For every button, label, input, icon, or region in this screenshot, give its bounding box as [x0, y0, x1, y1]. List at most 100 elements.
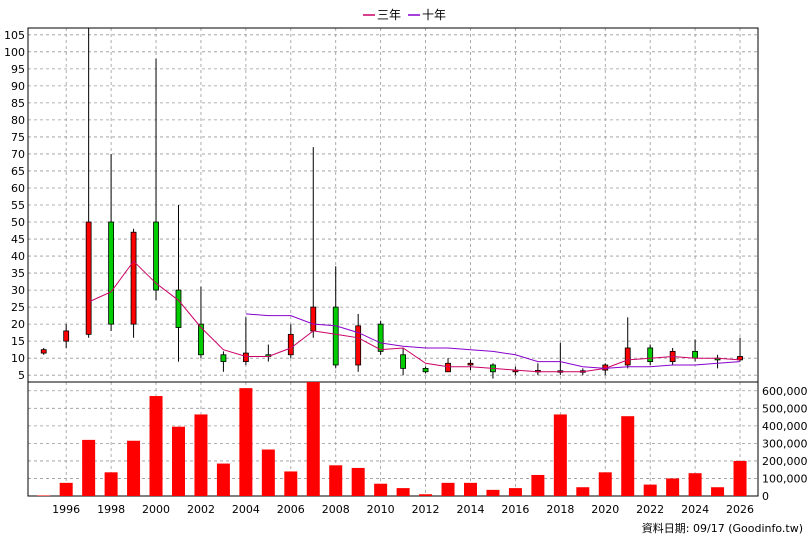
volume-bar — [306, 382, 320, 496]
volume-bar — [666, 478, 680, 496]
candle — [490, 363, 496, 379]
candle — [198, 286, 204, 359]
volume-bar — [643, 484, 657, 496]
candle — [108, 153, 115, 331]
volume-bar — [171, 426, 185, 496]
candle-body — [422, 367, 429, 373]
volume-y-tick-label: 500,000 — [762, 402, 808, 415]
candle-body — [63, 330, 70, 342]
x-tick-label: 2026 — [726, 503, 754, 516]
x-tick-label: 2016 — [501, 503, 529, 516]
price-y-tick-label: 35 — [11, 267, 25, 280]
three-year-line — [88, 260, 741, 373]
candle — [512, 366, 519, 376]
x-tick-label: 2002 — [187, 503, 215, 516]
candle-body — [130, 231, 137, 325]
volume-bar — [127, 440, 141, 496]
volume-bar — [553, 414, 567, 496]
volume-bar — [621, 416, 635, 496]
price-y-tick-label: 90 — [11, 80, 25, 93]
price-y-tick-label: 40 — [11, 250, 25, 263]
x-tick-label: 2010 — [367, 503, 395, 516]
legend-ten-year-label: 十年 — [422, 8, 446, 22]
x-tick-label: 2006 — [277, 503, 305, 516]
candle — [332, 266, 339, 369]
candle — [310, 147, 317, 338]
price-y-tick-label: 5 — [18, 369, 25, 382]
volume-bar — [329, 465, 343, 496]
candle-body — [242, 352, 249, 362]
price-y-axis: 5 10 15 20 25 30 35 40 45 50 55 60 65 70 75 80 85 90 95 100… — [4, 29, 25, 382]
candle-body — [355, 325, 362, 366]
volume-bar — [508, 488, 522, 496]
volume-bar — [486, 489, 500, 496]
candle — [355, 313, 362, 372]
price-y-tick-label: 95 — [11, 63, 25, 76]
candle — [242, 317, 249, 365]
candle-body — [692, 350, 699, 359]
candle — [63, 324, 70, 348]
volume-bar — [598, 472, 612, 496]
price-y-tick-label: 45 — [11, 233, 25, 246]
ten-year-line — [245, 313, 741, 369]
price-y-tick-label: 50 — [11, 216, 25, 229]
volume-y-tick-label: 300,000 — [762, 437, 808, 450]
x-tick-label: 2018 — [546, 503, 574, 516]
volume-y-tick-label: 600,000 — [762, 385, 808, 398]
x-tick-label: 2022 — [636, 503, 664, 516]
candle-body — [445, 362, 451, 373]
volume-y-axis: 0 100,000 200,000 300,000 400,000 500,000 600,… — [762, 385, 808, 503]
candle — [287, 324, 294, 359]
candle — [647, 344, 654, 365]
price-y-tick-label: 65 — [11, 165, 25, 178]
volume-bar — [37, 495, 51, 496]
candles — [40, 28, 743, 379]
candle-body — [220, 354, 227, 362]
volume-bar — [688, 473, 702, 496]
candle — [220, 351, 227, 372]
candle-body — [377, 323, 384, 352]
candle-body — [108, 221, 115, 325]
candle — [602, 363, 609, 376]
x-tick-label: 1998 — [97, 503, 125, 516]
price-y-tick-label: 20 — [11, 318, 25, 331]
candle — [400, 347, 407, 376]
candle-body — [287, 333, 294, 356]
x-tick-label: 2012 — [412, 503, 440, 516]
legend: 三年 十年 — [363, 8, 446, 22]
x-tick-label: 2014 — [456, 503, 484, 516]
price-y-tick-label: 105 — [4, 29, 25, 42]
volume-bar — [374, 483, 388, 496]
candle — [714, 354, 721, 369]
candle — [265, 344, 272, 362]
price-y-tick-label: 75 — [11, 131, 25, 144]
price-y-tick-label: 60 — [11, 182, 25, 195]
volume-bar — [82, 439, 96, 496]
price-y-tick-label: 25 — [11, 301, 25, 314]
volume-bar — [149, 396, 163, 496]
volume-bar — [396, 488, 410, 496]
x-tick-label: 2020 — [591, 503, 619, 516]
x-tick-label: 2024 — [681, 503, 709, 516]
volume-bar — [59, 482, 73, 496]
candle-body — [153, 221, 159, 291]
moving-average-lines — [88, 260, 741, 373]
candle — [85, 28, 92, 338]
candle-body — [332, 306, 339, 366]
candle-body — [467, 362, 474, 366]
price-y-tick-label: 100 — [4, 46, 25, 59]
candle — [40, 347, 47, 355]
candle — [175, 205, 182, 362]
x-tick-label: 2000 — [142, 503, 170, 516]
x-tick-label: 2004 — [232, 503, 260, 516]
candle — [737, 337, 743, 362]
candle-body — [175, 289, 182, 328]
volume-y-tick-label: 400,000 — [762, 420, 808, 433]
candle-body — [624, 347, 631, 366]
price-y-tick-label: 55 — [11, 199, 25, 212]
candle — [153, 58, 159, 301]
volume-bar — [441, 482, 455, 496]
candle — [445, 358, 451, 373]
price-y-tick-label: 15 — [11, 335, 25, 348]
